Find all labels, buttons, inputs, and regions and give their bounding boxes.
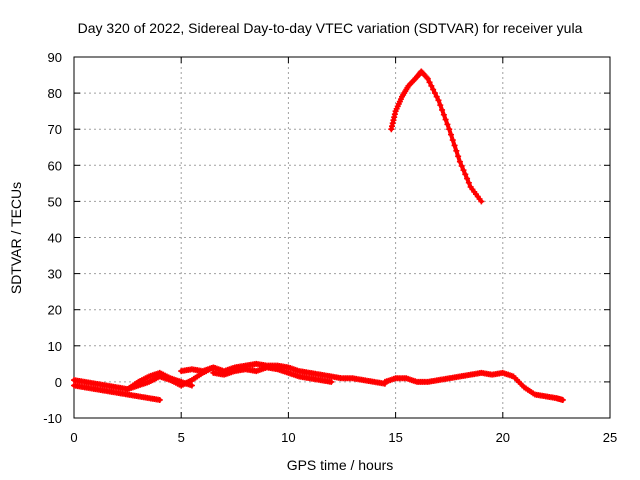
data-point — [559, 396, 566, 403]
data-series — [124, 369, 195, 393]
tick-labels: 0 5 10 15 20 25 -10 0 10 20 30 40 50 60 70 80 90 — [43, 50, 617, 445]
y-tick-label: 80 — [48, 86, 62, 101]
y-tick-label: 90 — [48, 50, 62, 65]
data-point — [462, 171, 469, 178]
data-point — [435, 97, 442, 104]
data-point — [439, 106, 446, 113]
data-point — [428, 82, 435, 89]
x-tick-label: 0 — [70, 430, 77, 445]
data-point — [433, 93, 440, 100]
data-point — [464, 175, 471, 182]
data-point — [430, 86, 437, 93]
x-tick-label: 10 — [281, 430, 295, 445]
data-point — [453, 147, 460, 154]
x-tick-label: 20 — [496, 430, 510, 445]
data-point — [156, 396, 163, 403]
data-point — [456, 158, 463, 165]
data-point — [446, 126, 453, 133]
data-point — [424, 75, 431, 82]
y-tick-label: 60 — [48, 158, 62, 173]
y-tick-label: 10 — [48, 339, 62, 354]
data-point — [188, 382, 195, 389]
data-series — [388, 68, 485, 205]
data-point — [465, 179, 472, 186]
data-point — [451, 142, 458, 149]
data-series — [210, 364, 335, 385]
plot-area — [71, 68, 566, 403]
y-tick-label: -10 — [43, 411, 62, 426]
data-point — [328, 378, 335, 385]
y-tick-label: 40 — [48, 231, 62, 246]
data-point — [460, 167, 467, 174]
data-point — [442, 116, 449, 123]
data-series — [71, 382, 163, 403]
data-point — [426, 79, 433, 86]
y-axis-label: SDTVAR / TECUs — [8, 182, 24, 294]
data-series — [381, 369, 566, 403]
data-point — [447, 131, 454, 138]
gridlines — [74, 57, 610, 418]
data-point — [478, 198, 485, 205]
data-point — [440, 111, 447, 118]
y-tick-label: 50 — [48, 194, 62, 209]
chart-title: Day 320 of 2022, Sidereal Day-to-day VTE… — [78, 20, 583, 36]
y-tick-label: 0 — [55, 375, 62, 390]
x-axis-label: GPS time / hours — [287, 457, 394, 473]
data-series — [178, 360, 388, 387]
x-tick-label: 5 — [178, 430, 185, 445]
data-point — [431, 90, 438, 97]
x-tick-label: 15 — [388, 430, 402, 445]
data-point — [444, 121, 451, 128]
y-tick-label: 20 — [48, 303, 62, 318]
y-tick-label: 30 — [48, 267, 62, 282]
data-point — [455, 153, 462, 160]
data-point — [449, 137, 456, 144]
data-point — [458, 162, 465, 169]
x-tick-label: 25 — [603, 430, 617, 445]
data-point — [437, 102, 444, 109]
y-tick-label: 70 — [48, 122, 62, 137]
